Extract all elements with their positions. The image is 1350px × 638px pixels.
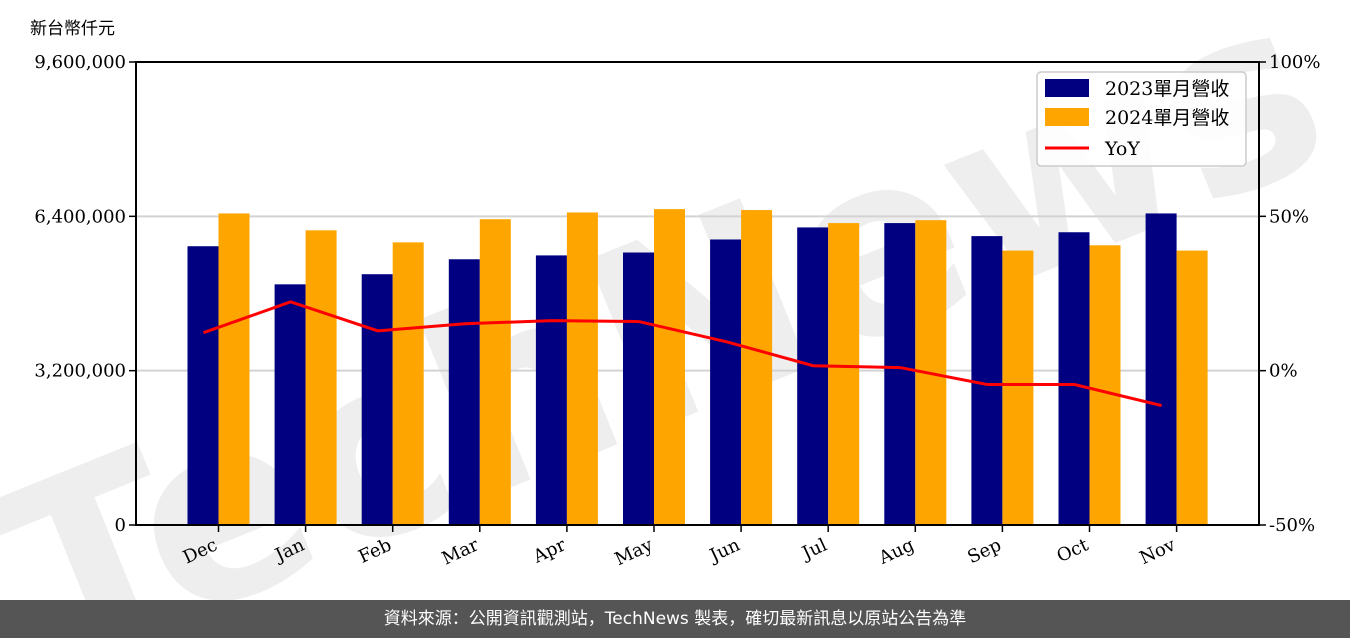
bar-2024 — [654, 209, 685, 526]
legend-label: 2023單月營收 — [1105, 78, 1229, 100]
bar-2023 — [361, 274, 393, 525]
y-axis-unit-label: 新台幣仟元 — [30, 19, 115, 39]
bar-2023 — [971, 236, 1003, 525]
y2-tick-label: 0% — [1269, 361, 1298, 382]
y2-tick-label: -50% — [1269, 515, 1315, 536]
revenue-chart: TechNews03,200,0006,400,0009,600,000-50%… — [0, 0, 1350, 600]
bar-2024 — [1176, 250, 1208, 525]
bar-2024 — [305, 230, 337, 525]
plot-frame — [135, 61, 1260, 526]
bar-2023 — [535, 255, 567, 525]
bar-2024 — [1089, 245, 1121, 526]
bar-2024 — [828, 223, 860, 525]
x-tick-label: Oct — [1054, 534, 1093, 567]
y-tick-label: 0 — [115, 515, 126, 536]
bar-2023 — [884, 223, 916, 525]
bar-2024 — [741, 210, 773, 525]
bar-2024 — [218, 213, 250, 526]
bar-2023 — [797, 227, 829, 526]
bar-2023 — [623, 252, 654, 526]
bar-2024 — [392, 242, 424, 526]
x-tick-label: Sep — [964, 534, 1004, 568]
x-tick-label: Nov — [1137, 534, 1180, 569]
y-tick-label: 9,600,000 — [34, 52, 126, 73]
bar-2023 — [187, 246, 219, 525]
bar-2023 — [1058, 232, 1090, 525]
y2-tick-label: 100% — [1269, 52, 1320, 73]
y2-tick-label: 50% — [1269, 206, 1309, 227]
yoy-line — [202, 300, 1162, 408]
x-tick-label: Aug — [875, 534, 918, 569]
legend: 2023單月營收 2024單月營收 YoY — [1036, 71, 1247, 167]
x-tick-label: Jul — [797, 534, 830, 564]
bar-2023 — [274, 284, 306, 525]
x-tick-label: May — [612, 534, 657, 570]
legend-label: 2024單月營收 — [1105, 107, 1229, 129]
legend-swatch — [1045, 108, 1089, 126]
y-tick-label: 6,400,000 — [34, 206, 126, 227]
bar-2024 — [566, 212, 598, 525]
x-tick-label: Jun — [705, 534, 744, 567]
legend-label: YoY — [1104, 138, 1140, 160]
bar-2023 — [1145, 213, 1177, 526]
y-tick-label: 3,200,000 — [34, 361, 126, 382]
bar-2023 — [448, 259, 480, 525]
source-footer: 資料來源：公開資訊觀測站，TechNews 製表，確切最新訊息以原站公告為準 — [0, 600, 1350, 638]
bar-2024 — [479, 219, 511, 525]
bar-2023 — [710, 239, 742, 525]
bar-2024 — [1002, 250, 1034, 525]
legend-swatch — [1045, 79, 1089, 97]
